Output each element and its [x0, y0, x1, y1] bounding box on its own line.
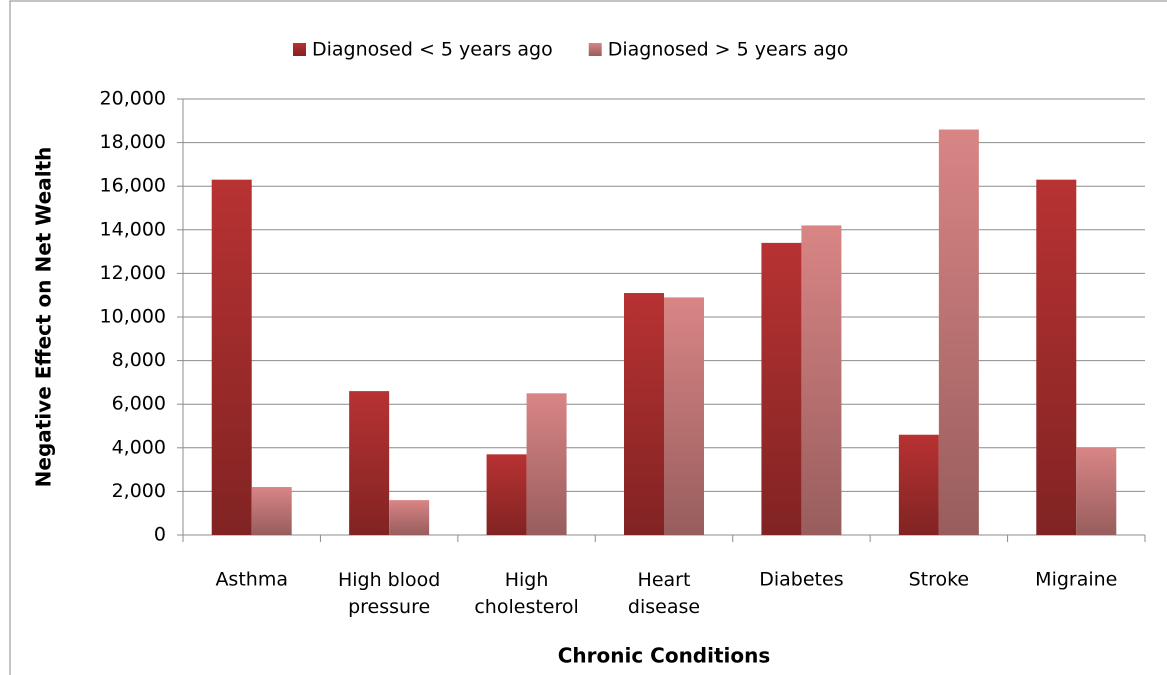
bar	[898, 434, 939, 535]
y-tick-label: 0	[154, 524, 166, 546]
legend-swatch	[293, 43, 306, 56]
legend-swatch	[588, 43, 602, 56]
bar	[1076, 447, 1117, 535]
y-axis-title: Negative Effect on Net Wealth	[32, 147, 56, 488]
bar	[938, 129, 979, 535]
bar	[1036, 179, 1077, 535]
y-tick-label: 10,000	[100, 306, 166, 328]
y-tick-label: 14,000	[100, 218, 166, 240]
y-tick-label: 16,000	[100, 175, 166, 197]
y-tick-label: 12,000	[100, 262, 166, 284]
y-tick-label: 2,000	[112, 480, 166, 502]
bar	[251, 487, 292, 535]
y-tick-label: 6,000	[112, 393, 166, 415]
x-tick-label: Migraine	[1035, 569, 1117, 591]
legend-label: Diagnosed > 5 years ago	[608, 39, 849, 61]
bar	[486, 454, 527, 535]
bar	[761, 242, 802, 535]
bar	[624, 293, 664, 535]
bar	[664, 297, 704, 535]
y-tick-label: 8,000	[112, 349, 166, 371]
x-tick-label: Diabetes	[759, 569, 843, 591]
chart-border	[9, 0, 1167, 675]
bar	[526, 393, 567, 535]
bar	[389, 500, 430, 535]
y-tick-label: 20,000	[100, 88, 166, 110]
x-tick-label: Asthma	[215, 569, 288, 591]
x-axis-title: Chronic Conditions	[558, 644, 771, 668]
x-tick-label: High blood pressure	[338, 569, 440, 618]
x-tick-label: Stroke	[909, 569, 970, 591]
legend-label: Diagnosed < 5 years ago	[312, 39, 553, 61]
bar	[211, 179, 252, 535]
y-tick-label: 4,000	[112, 436, 166, 458]
y-tick-label: 18,000	[100, 131, 166, 153]
x-tick-label: High cholesterol	[474, 569, 578, 618]
bar	[801, 225, 842, 535]
x-tick-label: Heart disease	[628, 569, 700, 618]
bar	[349, 391, 390, 535]
